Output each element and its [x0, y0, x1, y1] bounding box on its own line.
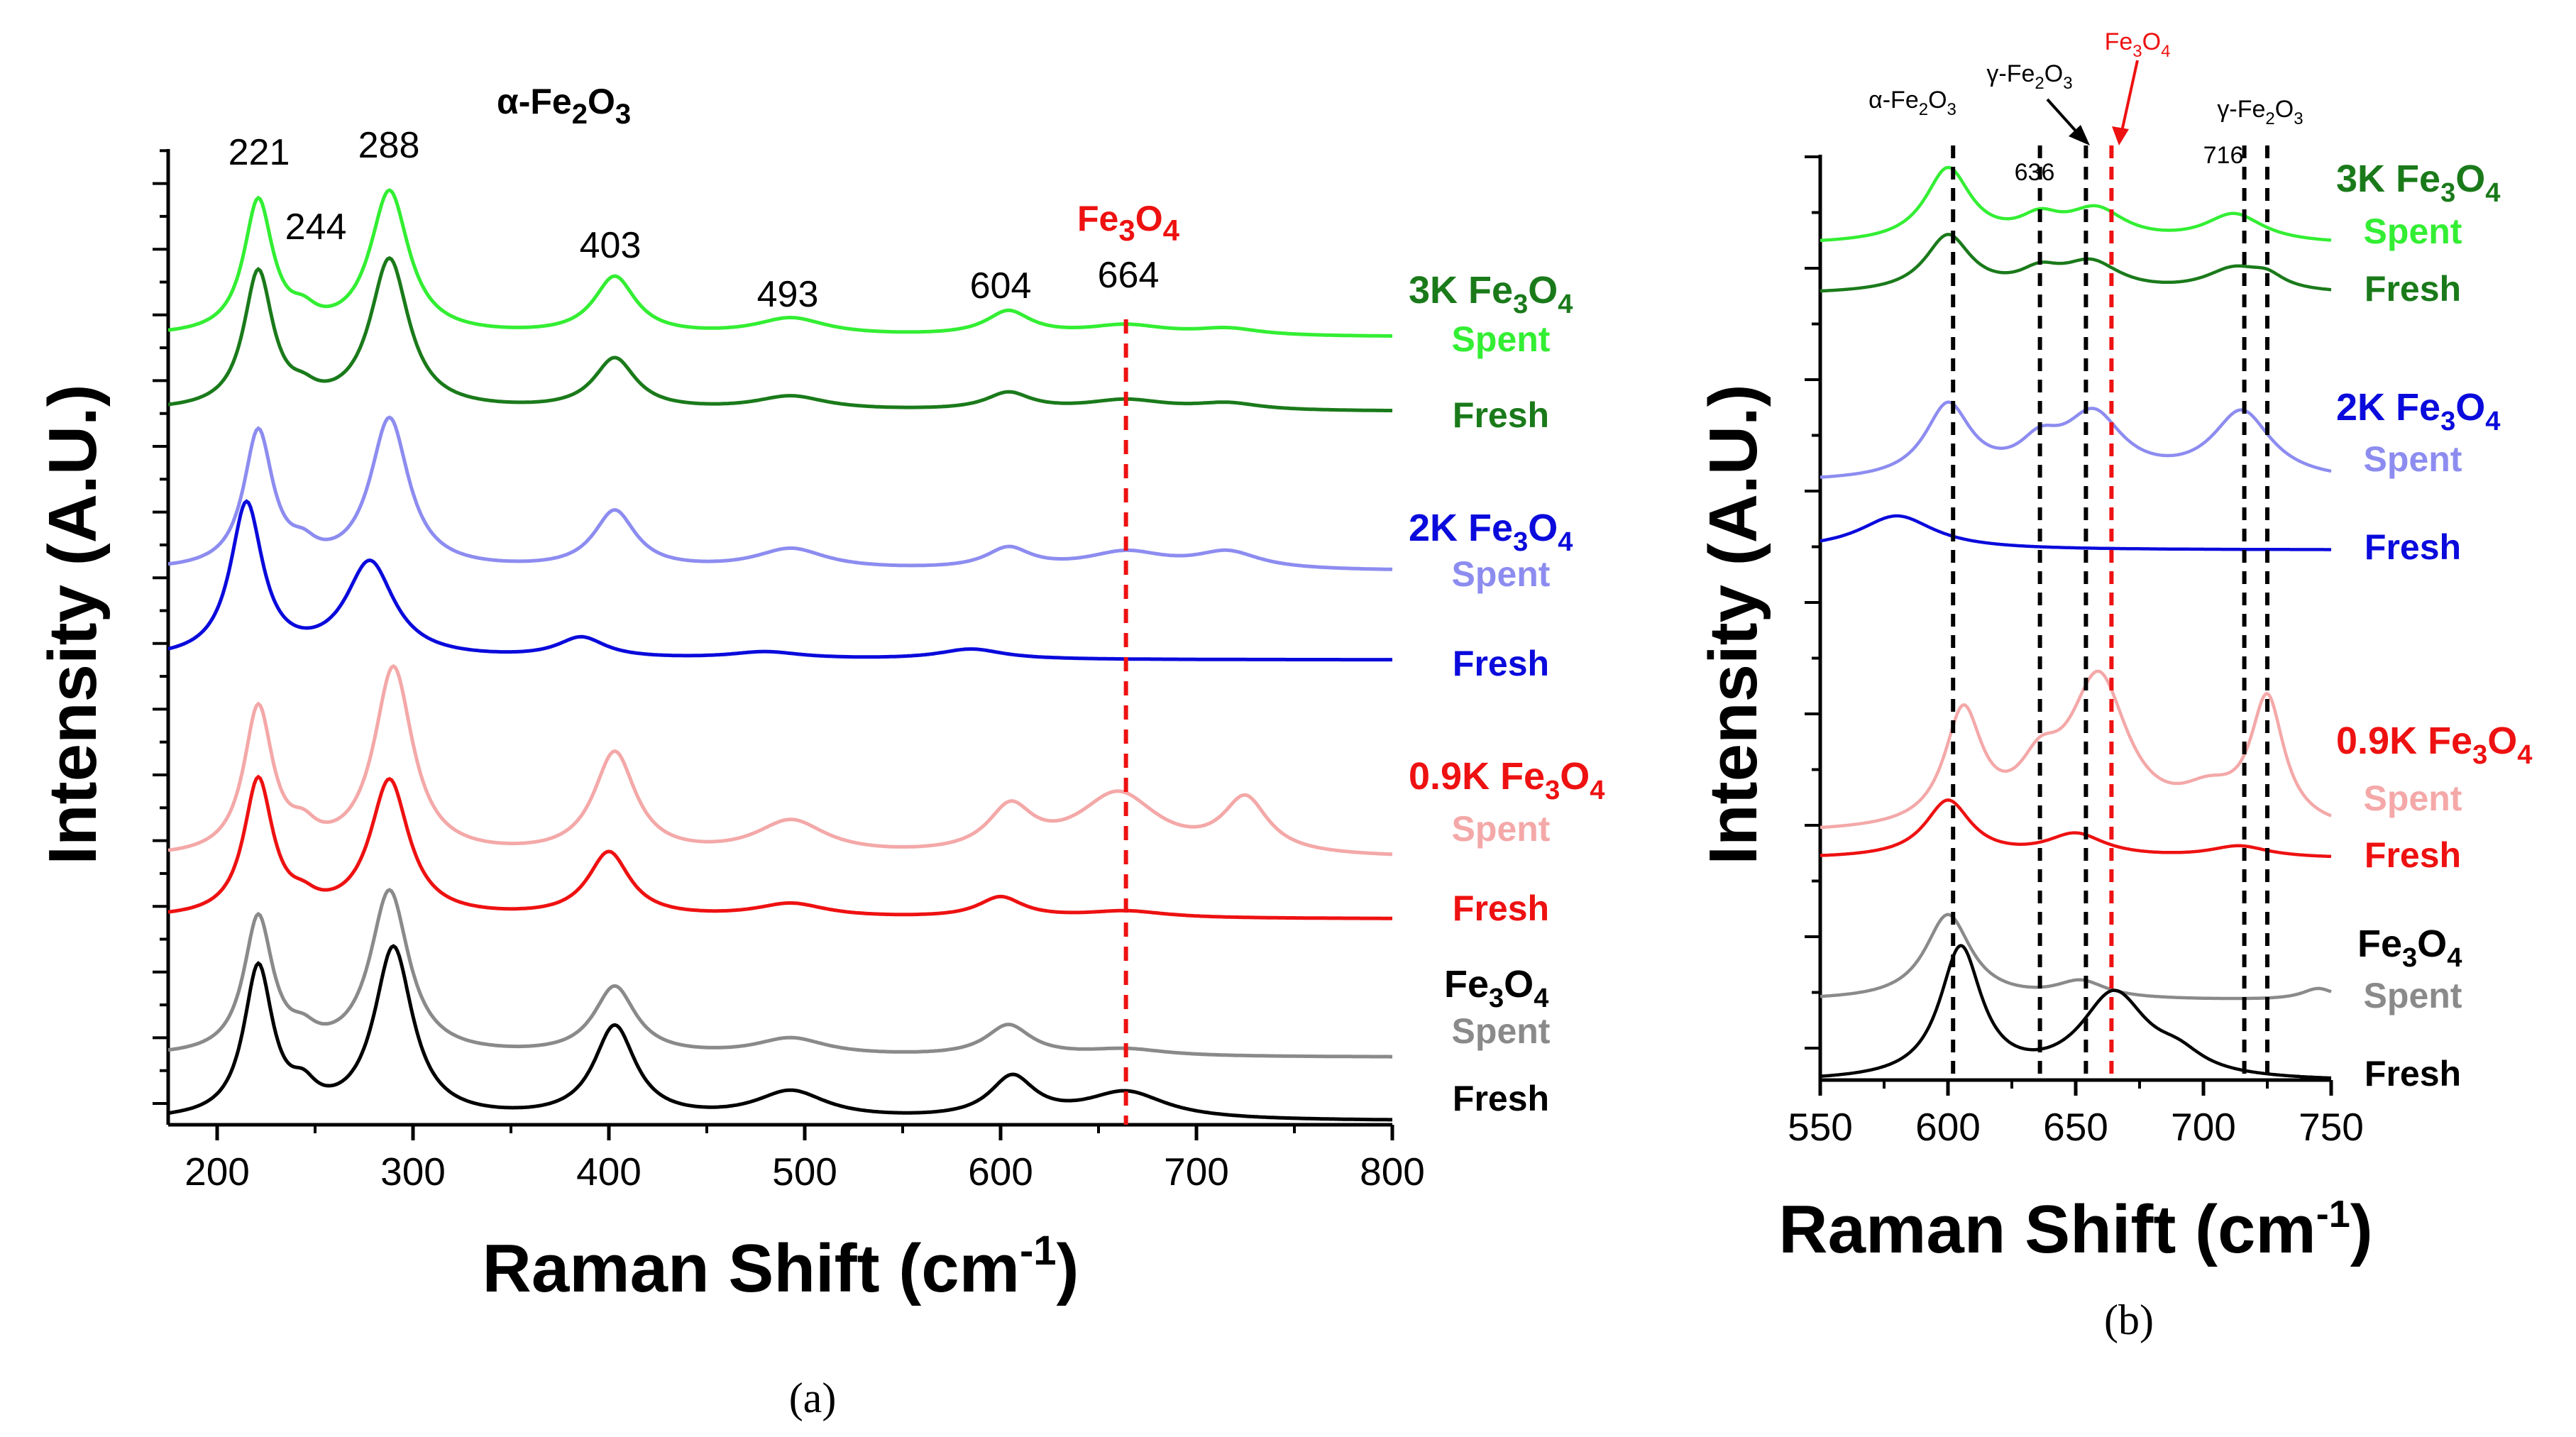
a-series-2k-fe3o4-fresh [167, 499, 1392, 662]
b-x-tick-label: 600 [1915, 1105, 1981, 1149]
a-label-3k-spent: Spent [1452, 319, 1551, 359]
a-label-09k-spent: Spent [1452, 809, 1551, 849]
a-group-label-2k: 2K Fe3O4 [1409, 507, 1573, 557]
a-label-2k-fresh: Fresh [1453, 644, 1549, 683]
a-series-fe3o4-fresh [167, 944, 1392, 1122]
b-gamma-arrowhead [2069, 125, 2090, 145]
b-group-label-fe3o4: Fe3O4 [2357, 923, 2462, 973]
a-series-2k-fe3o4-spent [167, 415, 1393, 571]
a-label-fe3o4-spent: Spent [1452, 1011, 1551, 1051]
a-group-label-fe3o4: Fe3O4 [1444, 963, 1548, 1013]
b-y-ticks [1805, 155, 1820, 1050]
b-label-3k-fresh: Fresh [2365, 269, 2461, 309]
a-x-ticks: 200 300 400 500 600 700 800 [185, 1125, 1425, 1194]
a-series-0-9k-fe3o4-spent [167, 664, 1393, 857]
b-gamma-fe2o3-label-2: γ-Fe2O3 [2217, 96, 2303, 128]
b-gamma-arrow [2046, 98, 2081, 136]
a-caption: (a) [789, 1375, 837, 1421]
panel-a: 200 300 400 500 600 700 800 Intensity (A.U.) R… [35, 82, 1605, 1421]
b-caption: (b) [2104, 1296, 2154, 1343]
b-fe3o4-label: Fe3O4 [2105, 28, 2171, 61]
a-group-label-3k: 3K Fe3O4 [1409, 269, 1573, 319]
b-label-3k-spent: Spent [2364, 211, 2462, 251]
b-series-2k-fe3o4-spent [1820, 400, 2332, 479]
a-label-fe3o4-fresh: Fresh [1453, 1079, 1549, 1118]
a-x-tick-label: 400 [576, 1150, 642, 1194]
a-fe3o4-annotation: Fe3O4 [1077, 199, 1180, 247]
a-x-tick-label: 800 [1360, 1150, 1425, 1194]
b-alpha-fe2o3-label: α-Fe2O3 [1868, 87, 1956, 119]
b-x-tick-label: 550 [1788, 1105, 1853, 1149]
a-peak-label-604: 604 [970, 265, 1032, 307]
b-label-fe3o4-spent: Spent [2364, 976, 2462, 1015]
b-x-tick-label: 750 [2299, 1105, 2364, 1149]
b-series-3k-fe3o4-spent [1820, 165, 2332, 243]
a-label-3k-fresh: Fresh [1453, 395, 1549, 435]
a-series-lines [167, 188, 1393, 1122]
a-x-tick-label: 200 [185, 1150, 250, 1194]
a-peak-label-244: 244 [285, 207, 347, 248]
b-group-label-3k: 3K Fe3O4 [2336, 158, 2500, 208]
a-series-fe3o4-spent [167, 888, 1392, 1059]
b-series-0-9k-fe3o4-spent [1820, 669, 2332, 830]
b-label-09k-spent: Spent [2364, 778, 2462, 818]
a-x-tick-label: 300 [380, 1150, 446, 1194]
b-series-fe3o4-spent [1820, 913, 2332, 1001]
b-group-label-2k: 2K Fe3O4 [2336, 386, 2500, 436]
a-fe3o4-peak-label: 664 [1098, 255, 1160, 296]
b-fe3o4-arrow [2120, 60, 2139, 132]
b-group-label-09k: 0.9K Fe3O4 [2336, 720, 2532, 770]
b-x-tick-label: 700 [2171, 1105, 2236, 1149]
a-y-ticks [153, 149, 168, 1105]
b-series-0-9k-fe3o4-fresh [1820, 798, 2332, 859]
a-title: α-Fe2O3 [497, 82, 631, 130]
b-label-2k-fresh: Fresh [2365, 527, 2461, 567]
b-label-2k-spent: Spent [2364, 439, 2462, 479]
b-peak-label-636: 636 [2015, 159, 2055, 186]
a-series-3k-fe3o4-spent [167, 188, 1392, 338]
panel-b: 550 600 650 700 750 Intensity (A.U.) Raman S… [1695, 28, 2532, 1343]
b-label-fe3o4-fresh: Fresh [2365, 1054, 2461, 1094]
b-series-fe3o4-fresh [1820, 944, 2332, 1080]
a-series-3k-fe3o4-fresh [167, 255, 1393, 413]
a-group-label-09k: 0.9K Fe3O4 [1409, 755, 1605, 805]
a-x-tick-label: 600 [968, 1150, 1033, 1194]
b-series-2k-fe3o4-fresh [1820, 514, 2331, 551]
a-peak-label-221: 221 [229, 132, 290, 173]
b-fe3o4-arrowhead [2112, 126, 2129, 145]
b-reference-lines [1951, 145, 2269, 1080]
a-x-tick-label: 700 [1164, 1150, 1229, 1194]
a-peak-label-288: 288 [358, 125, 420, 166]
a-x-tick-label: 500 [772, 1150, 837, 1194]
a-x-label: Raman Shift (cm-1) [483, 1228, 1079, 1306]
b-series-lines [1820, 165, 2332, 1080]
b-x-ticks: 550 600 650 700 750 [1788, 1080, 2364, 1149]
a-label-09k-fresh: Fresh [1453, 888, 1549, 928]
b-gamma-fe2o3-label-1: γ-Fe2O3 [1986, 60, 2072, 93]
a-peak-label-403: 403 [580, 225, 642, 266]
b-series-3k-fe3o4-fresh [1820, 233, 2332, 293]
b-x-tick-label: 650 [2043, 1105, 2108, 1149]
b-peak-label-716: 716 [2203, 142, 2244, 169]
b-label-09k-fresh: Fresh [2365, 835, 2461, 875]
b-y-label: Intensity (A.U.) [1695, 384, 1771, 864]
a-label-2k-spent: Spent [1452, 554, 1551, 594]
a-peak-label-493: 493 [757, 274, 819, 315]
a-y-label: Intensity (A.U.) [35, 384, 111, 864]
b-x-label: Raman Shift (cm-1) [1778, 1191, 2372, 1267]
a-series-0-9k-fe3o4-fresh [167, 774, 1392, 920]
